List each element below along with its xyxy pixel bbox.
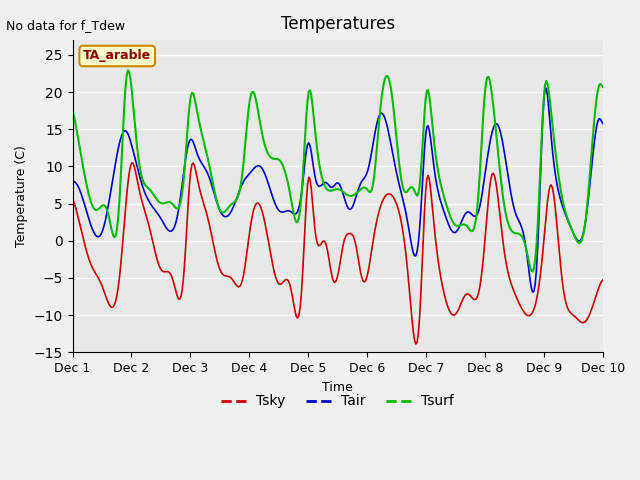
- Line: Tsurf: Tsurf: [72, 71, 603, 272]
- Tsurf: [124, 68, 132, 73]
- Text: TA_arable: TA_arable: [83, 49, 151, 62]
- Tsky: [479, 253, 487, 259]
- Tair: [376, 111, 384, 117]
- Line: Tsky: Tsky: [72, 163, 603, 344]
- Tsky: [412, 341, 420, 347]
- Tsurf: [490, 103, 497, 109]
- Tsky: [68, 197, 76, 203]
- Tair: [488, 129, 496, 135]
- Tair: [529, 289, 536, 295]
- Tsurf: [378, 96, 385, 102]
- X-axis label: Time: Time: [323, 381, 353, 394]
- Tsky: [491, 173, 499, 179]
- Tsurf: [438, 185, 445, 191]
- Tair: [109, 174, 117, 180]
- Tsky: [439, 286, 447, 291]
- Legend: Tsky, Tair, Tsurf: Tsky, Tair, Tsurf: [216, 389, 460, 414]
- Tair: [599, 121, 607, 127]
- Tsky: [378, 201, 385, 207]
- Tair: [68, 179, 76, 184]
- Tair: [557, 198, 565, 204]
- Title: Temperatures: Temperatures: [280, 15, 395, 33]
- Tsky: [557, 267, 565, 273]
- Tsky: [109, 304, 117, 310]
- Tsurf: [599, 84, 607, 90]
- Line: Tair: Tair: [72, 88, 603, 292]
- Tsky: [189, 160, 197, 166]
- Tair: [436, 198, 444, 204]
- Y-axis label: Temperature (C): Temperature (C): [15, 145, 28, 247]
- Text: No data for f_Tdew: No data for f_Tdew: [6, 19, 125, 32]
- Tair: [543, 85, 550, 91]
- Tsurf: [109, 232, 117, 238]
- Tsky: [599, 277, 607, 283]
- Tsurf: [557, 189, 565, 195]
- Tair: [477, 197, 485, 203]
- Tsurf: [479, 128, 486, 134]
- Tsurf: [68, 109, 76, 115]
- Tsurf: [529, 269, 536, 275]
